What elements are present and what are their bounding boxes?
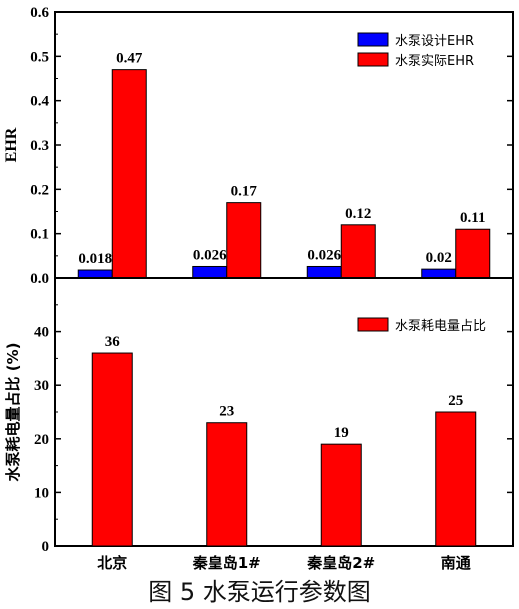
data-label: 19	[334, 425, 349, 441]
data-label: 0.018	[78, 251, 112, 267]
y-axis-label: EHR	[3, 127, 20, 162]
x-tick-label: 南通	[441, 554, 471, 570]
legend-swatch	[357, 317, 389, 332]
y-tick-label: 0.3	[30, 138, 49, 154]
bar-secondary	[226, 202, 262, 279]
bar-primary	[306, 265, 342, 279]
data-label: 0.026	[307, 247, 341, 263]
bar-primary	[421, 268, 457, 279]
y-tick-label: 20	[34, 432, 49, 448]
y-tick-label: 0.4	[30, 94, 49, 110]
bar-primary	[320, 443, 362, 547]
y-tick-label: 10	[34, 485, 49, 501]
data-label: 0.47	[116, 51, 143, 67]
y-tick-label: 0.2	[30, 182, 49, 198]
x-tick-label: 秦皇岛2#	[306, 554, 375, 570]
y-tick-label: 0.0	[30, 271, 49, 287]
data-label: 0.02	[426, 250, 452, 266]
y-tick-label: 0	[42, 539, 50, 555]
y-tick-label: 0.1	[30, 227, 49, 243]
y-tick-label: 40	[34, 325, 49, 341]
legend-label: 水泵实际EHR	[395, 54, 474, 69]
data-label: 0.11	[460, 210, 485, 226]
data-label: 0.12	[345, 206, 371, 222]
y-tick-label: 0.6	[30, 5, 49, 21]
figure-caption: 图 5 水泵运行参数图	[148, 578, 371, 606]
bar-secondary	[455, 228, 491, 279]
data-label: 36	[105, 334, 121, 350]
bar-secondary	[340, 224, 376, 279]
chart-figure: 0.0 0.1 0.2 0.3 0.4 0.5 0.6 EHR 0.018 0.47 0.026 0.…	[3, 5, 514, 570]
data-label: 25	[448, 393, 463, 409]
data-label: 0.17	[231, 184, 258, 200]
x-tick-label: 北京	[97, 554, 127, 570]
bar-primary	[206, 422, 248, 547]
legend-swatch	[357, 32, 389, 47]
bar-primary	[91, 352, 133, 547]
legend-swatch	[357, 52, 389, 67]
y-tick-label: 30	[34, 378, 49, 394]
legend-label: 水泵设计EHR	[395, 34, 474, 49]
bar-secondary	[111, 69, 147, 279]
y-tick-label: 0.5	[30, 49, 49, 65]
legend-label: 水泵耗电量占比	[395, 319, 486, 334]
data-label: 23	[219, 404, 234, 420]
bar-primary	[77, 269, 113, 279]
y-axis-label: 水泵耗电量占比 (%)	[4, 343, 22, 482]
bar-primary	[192, 265, 228, 279]
x-tick-label: 秦皇岛1#	[192, 554, 261, 570]
bar-primary	[435, 411, 477, 547]
data-label: 0.026	[193, 247, 227, 263]
